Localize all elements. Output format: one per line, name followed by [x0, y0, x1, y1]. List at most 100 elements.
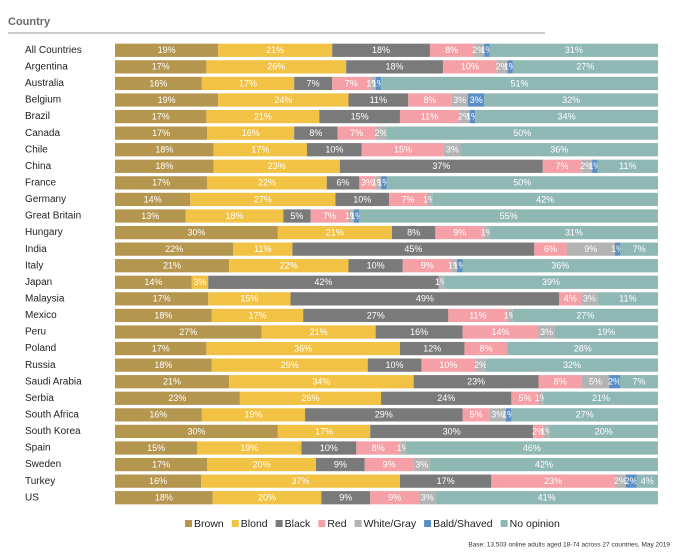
bar-segment	[359, 209, 658, 223]
value-label: 9%	[388, 493, 401, 503]
bar-segment	[359, 176, 376, 190]
legend-swatch	[275, 520, 283, 527]
bar-segment	[213, 143, 307, 157]
bar-segment	[511, 391, 539, 405]
value-label: 1%	[502, 410, 515, 420]
value-label: 29%	[375, 410, 393, 420]
chart-title: Country	[8, 16, 51, 28]
value-label: 17%	[437, 476, 455, 486]
bar-segment	[444, 275, 658, 289]
bar-segment	[381, 176, 387, 190]
bar-segment	[538, 325, 555, 339]
value-label: 51%	[511, 78, 529, 88]
value-label: 32%	[562, 95, 580, 105]
bar-segment	[115, 143, 214, 157]
bar-segment	[399, 109, 460, 124]
bar-segment	[303, 308, 449, 323]
value-label: 2%	[614, 476, 627, 486]
bar-segment	[305, 408, 463, 422]
bar-segment	[386, 176, 658, 190]
legend-label: Red	[327, 518, 346, 530]
value-label: 15%	[147, 443, 165, 453]
legend-label: Black	[285, 518, 311, 530]
value-label: 16%	[149, 410, 167, 420]
bar-segment	[206, 341, 400, 356]
y-tick-label: Italy	[25, 260, 43, 271]
bar-segment	[208, 292, 291, 306]
value-label: 27%	[367, 310, 385, 320]
bar-segment	[581, 159, 593, 173]
value-label: 20%	[258, 493, 276, 503]
bar-segment	[581, 375, 610, 389]
y-tick-label: Brazil	[25, 111, 50, 122]
bar-segment	[413, 457, 430, 472]
value-label: 27%	[179, 327, 197, 337]
value-label: 50%	[513, 178, 531, 188]
value-label: 8%	[309, 128, 322, 138]
bar-segment	[511, 408, 658, 422]
y-tick-label: Germany	[25, 194, 66, 205]
bar-segment	[438, 275, 445, 289]
bar-segment	[597, 159, 658, 173]
bar-segment	[597, 292, 658, 306]
bar-segment	[609, 375, 620, 389]
value-label: 1%	[377, 178, 390, 188]
value-label: 5%	[470, 410, 483, 420]
value-label: 1%	[480, 227, 493, 237]
bar-segment	[444, 143, 461, 157]
value-label: 18%	[155, 145, 173, 155]
bar-segment	[115, 43, 219, 57]
value-label: 27%	[576, 410, 594, 420]
value-label: 2%	[496, 62, 509, 72]
bar-segment	[115, 176, 208, 190]
value-label: 30%	[443, 426, 461, 436]
value-label: 2%	[625, 476, 638, 486]
value-label: 2%	[580, 161, 593, 171]
y-tick-label: Turkey	[25, 476, 55, 487]
value-label: 18%	[154, 310, 172, 320]
bar-segment	[321, 491, 371, 505]
value-label: 3%	[453, 95, 466, 105]
y-tick-label: Australia	[25, 78, 64, 89]
legend-swatch	[318, 520, 326, 527]
bar-segment	[485, 358, 658, 372]
y-tick-label: Poland	[25, 343, 56, 354]
legend-label: White/Gray	[364, 518, 417, 530]
value-label: 1%	[350, 211, 363, 221]
bar-segment	[201, 474, 400, 488]
value-label: 2%	[532, 426, 545, 436]
bar-segment	[332, 43, 430, 57]
bar-segment	[115, 109, 207, 124]
bar-segment	[115, 424, 278, 439]
y-tick-label: China	[25, 161, 52, 172]
bar-segment	[386, 126, 658, 140]
value-label: 18%	[225, 211, 243, 221]
bar-segment	[115, 292, 209, 306]
value-label: 10%	[320, 443, 338, 453]
value-label: 3%	[583, 294, 596, 304]
value-label: 36%	[550, 145, 568, 155]
value-label: 1%	[540, 426, 553, 436]
bar-segment	[619, 375, 658, 389]
value-label: 17%	[152, 128, 170, 138]
bar-segment	[208, 275, 439, 289]
bar-segment	[421, 358, 476, 372]
value-label: 26%	[301, 393, 319, 403]
bar-segment	[391, 225, 436, 240]
value-label: 20%	[595, 426, 613, 436]
bar-segment	[370, 491, 420, 505]
value-label: 15%	[394, 145, 412, 155]
bar-segment	[229, 259, 349, 273]
value-label: 21%	[326, 227, 344, 237]
value-label: 42%	[536, 194, 554, 204]
value-label: 18%	[372, 45, 390, 55]
bar-segment	[206, 109, 320, 124]
value-label: 10%	[439, 360, 457, 370]
value-label: 26%	[267, 62, 285, 72]
bar-segment	[405, 441, 658, 455]
value-label: 46%	[523, 443, 541, 453]
value-label: 7%	[350, 128, 363, 138]
value-label: 17%	[152, 111, 170, 121]
legend-label: Bald/Shaved	[433, 518, 493, 530]
bar-segment	[549, 424, 658, 439]
